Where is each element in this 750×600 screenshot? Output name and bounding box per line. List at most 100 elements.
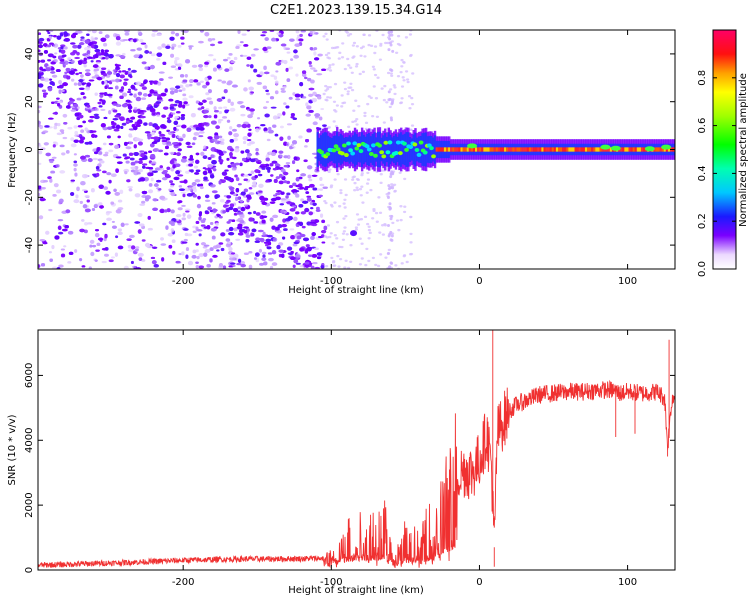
spectrogram-cell <box>243 229 248 234</box>
signal-core <box>609 147 613 152</box>
spectrogram-cell <box>388 205 392 209</box>
spectrogram-cell <box>261 257 267 261</box>
spectrogram-cell <box>69 97 73 101</box>
spectrogram-cell <box>260 34 266 37</box>
spectrogram-cell <box>200 151 205 156</box>
spectrogram-cell <box>159 133 166 137</box>
spectrogram-cell <box>377 196 381 199</box>
spectrogram-cell <box>275 176 280 180</box>
spectrogram-cell <box>319 183 325 187</box>
spectrogram-cell <box>85 86 90 91</box>
spectrogram-cell <box>327 170 331 174</box>
spectrogram-cell <box>73 139 79 143</box>
spectrogram-cell <box>204 210 209 214</box>
signal-core <box>520 147 523 152</box>
spectrogram-cell <box>108 53 114 59</box>
spectrogram-cell <box>73 103 79 108</box>
spectrogram-cell <box>204 64 209 68</box>
spectrogram-cell <box>349 66 353 69</box>
spectrogram-cell <box>199 183 204 187</box>
spectrogram-cell <box>153 147 160 152</box>
spectrogram-cell <box>259 237 265 243</box>
spectrogram-cell <box>249 108 255 112</box>
spectrogram-cell <box>114 252 118 257</box>
spectrogram-cell <box>99 98 103 102</box>
spectrogram-cell <box>224 109 229 114</box>
spectrogram-cell <box>115 124 121 130</box>
spectrogram-cell <box>218 106 223 110</box>
spectrogram-cell <box>63 46 68 50</box>
spectrogram-cell <box>285 47 290 51</box>
spectrogram-cell <box>169 90 175 95</box>
spectrogram-cell <box>87 110 92 113</box>
signal-halo-inner <box>378 131 382 168</box>
signal-core <box>346 141 351 146</box>
spectrogram-cell <box>353 120 357 123</box>
spectrogram-cell <box>233 56 238 61</box>
spectrogram-cell <box>225 204 230 207</box>
spectrogram-cell <box>355 186 359 189</box>
spectrogram-cell <box>186 233 193 237</box>
spectrogram-cell <box>106 172 112 176</box>
spectrogram-cell <box>339 189 343 192</box>
spectrogram-cell <box>202 122 208 126</box>
spectrogram-cell <box>165 137 170 141</box>
spectrogram-cell <box>275 226 280 231</box>
spectrogram-cell <box>130 245 136 250</box>
spectrogram-cell <box>326 224 331 227</box>
signal-core <box>350 151 356 156</box>
spectrogram-cell <box>403 177 407 181</box>
signal-core <box>591 147 594 152</box>
spectrogram-cell <box>202 99 207 103</box>
spectrogram-cell <box>236 263 242 266</box>
spectrogram-cell <box>122 92 128 97</box>
spectrogram-cell <box>373 45 378 48</box>
spectrogram-cell <box>161 171 167 175</box>
spectrogram-cell <box>90 108 94 112</box>
spectrogram-cell <box>283 180 288 184</box>
spectrogram-cell <box>62 136 68 140</box>
spectrogram-cell <box>232 128 237 132</box>
signal-core <box>445 147 449 152</box>
spectrogram-cell <box>236 212 241 215</box>
signal-core <box>385 150 391 155</box>
spectrogram-cell <box>38 185 42 190</box>
spectrogram-cell <box>283 102 287 105</box>
spectrogram-cell <box>328 66 332 69</box>
spectrogram-cell <box>388 37 392 41</box>
signal-core <box>576 147 579 152</box>
spectrogram-cell <box>219 138 225 142</box>
spectrogram-cell <box>81 265 86 268</box>
spectrogram-cell <box>397 228 401 232</box>
spectrogram-cell <box>250 170 255 175</box>
spectrogram-cell <box>198 102 204 106</box>
spectrogram-cell <box>256 81 263 85</box>
y-tick-label: 20 <box>24 95 35 108</box>
signal-core <box>547 147 550 152</box>
spectrogram-cell <box>58 89 62 94</box>
spectrogram-cell <box>88 141 93 145</box>
signal-core <box>404 147 409 152</box>
spectrogram-cell <box>244 149 250 154</box>
spectrogram-cell <box>400 58 404 62</box>
spectrogram-cell <box>207 169 213 174</box>
spectrogram-cell <box>203 115 209 119</box>
spectrogram-y-label: Frequency (Hz) <box>7 112 18 188</box>
spectrogram-cell <box>178 188 185 192</box>
spectrogram-cell <box>243 188 249 193</box>
spectrogram-cell <box>182 79 188 83</box>
signal-core <box>630 147 633 152</box>
spectrogram-cell <box>341 42 345 45</box>
spectrogram-cell <box>38 123 41 127</box>
spectrogram-cell <box>180 113 186 117</box>
spectrogram-cell <box>127 88 132 91</box>
spectrogram-cell <box>278 242 284 246</box>
spectrogram-cell <box>38 264 41 269</box>
spectrogram-cell <box>257 161 262 164</box>
spectrogram-cell <box>328 235 332 239</box>
spectrogram-cell <box>180 36 185 40</box>
signal-core <box>499 147 503 152</box>
spectrogram-cell <box>120 86 125 91</box>
spectrogram-cell <box>304 185 311 189</box>
